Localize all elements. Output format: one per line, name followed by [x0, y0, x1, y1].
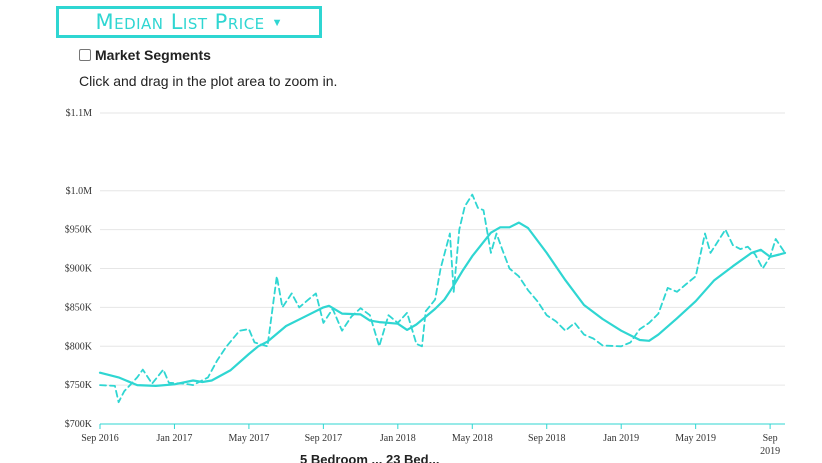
x-tick-label: Jan 2018: [380, 433, 416, 444]
price-chart[interactable]: $700K $750K $800K $850K $900K $950K $1.0M $1.1M…: [0, 95, 822, 463]
x-tick-label: May 2018: [452, 433, 493, 444]
x-tick-label: Sep 2017: [305, 433, 343, 444]
y-tick-label: $950K: [65, 225, 93, 236]
y-tick-label: $1.0M: [66, 186, 93, 197]
series-line-dashed: [99, 193, 786, 404]
y-tick-label: $750K: [65, 380, 93, 391]
x-tick-label: Sep 2018: [528, 433, 566, 444]
market-segments-toggle[interactable]: Market Segments: [79, 47, 211, 63]
metric-dropdown[interactable]: Median List Price ▼: [56, 6, 322, 38]
zoom-hint: Click and drag in the plot area to zoom …: [79, 73, 338, 89]
chevron-down-icon: ▼: [271, 17, 283, 29]
market-segments-checkbox[interactable]: [79, 49, 91, 61]
x-tick-label: Jan 2017: [157, 433, 193, 444]
x-tick-label: 2019: [760, 446, 780, 457]
x-tick-label: May 2017: [228, 433, 269, 444]
metric-dropdown-label: Median List Price: [95, 10, 265, 34]
y-tick-label: $850K: [65, 302, 93, 313]
y-tick-label: $800K: [65, 341, 93, 352]
footer-partial-text: 5 Bedroom ... 23 Bed...: [300, 452, 440, 463]
x-tick-label: May 2019: [675, 433, 716, 444]
y-tick-label: $900K: [65, 264, 93, 275]
x-tick-label: Jan 2019: [603, 433, 639, 444]
x-tick-label: Sep 2016: [81, 433, 119, 444]
market-segments-label: Market Segments: [95, 47, 211, 63]
y-tick-label: $1.1M: [66, 108, 93, 119]
y-tick-label: $700K: [65, 419, 93, 430]
x-tick-label: Sep: [763, 433, 778, 444]
series-line-solid: [98, 221, 787, 387]
